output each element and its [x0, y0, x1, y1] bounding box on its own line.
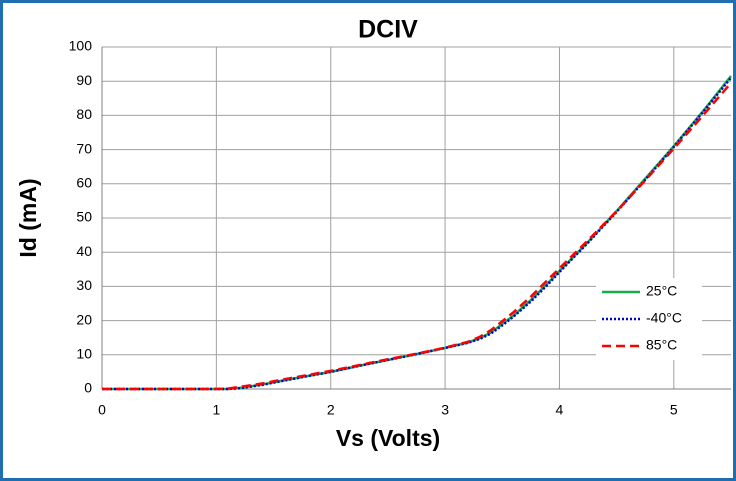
legend-label: -40°C — [646, 310, 682, 326]
y-tick-label: 100 — [69, 38, 93, 54]
chart-title: DCIV — [358, 16, 418, 44]
y-tick-label: 70 — [76, 140, 92, 156]
y-tick-label: 0 — [84, 380, 92, 396]
y-tick-label: 90 — [76, 72, 92, 88]
x-tick-label: 0 — [98, 402, 106, 418]
legend-label: 25°C — [646, 283, 677, 299]
y-tick-label: 50 — [76, 209, 92, 225]
y-tick-label: 60 — [76, 175, 92, 191]
y-tick-label: 10 — [76, 346, 92, 362]
y-tick-label: 40 — [76, 243, 92, 259]
legend-label: 85°C — [646, 337, 677, 353]
y-tick-label: 80 — [76, 106, 92, 122]
x-tick-label: 5 — [670, 402, 678, 418]
x-tick-label: 2 — [327, 402, 335, 418]
series-line — [102, 82, 732, 391]
y-axis-label: Id (mA) — [15, 178, 41, 257]
x-tick-label: 4 — [556, 402, 564, 418]
y-tick-label: 30 — [76, 277, 92, 293]
series-line — [102, 76, 732, 391]
y-tick-label: 20 — [76, 311, 92, 327]
x-axis-label: Vs (Volts) — [336, 425, 440, 451]
x-tick-label: 1 — [212, 402, 220, 418]
x-tick-label: 3 — [441, 402, 449, 418]
